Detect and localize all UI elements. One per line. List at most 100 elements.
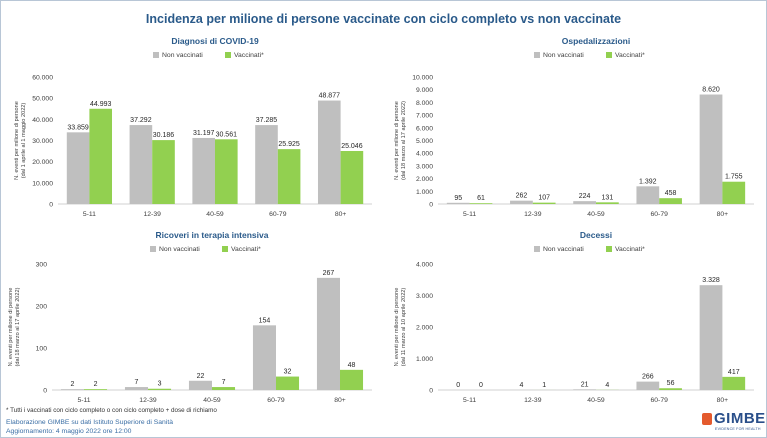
legend-swatch [225, 52, 231, 58]
bar [659, 388, 682, 390]
legend-swatch [222, 246, 228, 252]
bar-value-label: 3.328 [702, 277, 720, 284]
legend-label: Vaccinati* [615, 52, 645, 59]
bar-value-label: 21 [581, 381, 589, 388]
legend-swatch [534, 246, 540, 252]
y-axis-title-line2: (dal 11 marzo al 10 aprile 2022) [401, 288, 407, 367]
y-axis-title-line1: N. eventi per milione di persone [14, 101, 20, 180]
bar-value-label: 25.925 [278, 141, 300, 148]
bar-value-label: 1 [542, 382, 546, 389]
x-tick-label: 40-59 [206, 211, 224, 218]
y-tick-label: 40.000 [32, 117, 53, 124]
bar [215, 139, 238, 204]
bar-value-label: 3 [158, 381, 162, 388]
y-tick-label: 1.000 [416, 356, 433, 363]
legend-swatch [606, 246, 612, 252]
y-tick-label: 300 [36, 262, 48, 269]
y-tick-label: 20.000 [32, 159, 53, 166]
y-tick-label: 0 [429, 202, 433, 209]
legend-swatch [153, 52, 159, 58]
y-tick-label: 10.000 [32, 180, 53, 187]
bar-value-label: 262 [516, 193, 528, 200]
bar-value-label: 32 [284, 369, 292, 376]
bar [277, 149, 301, 204]
y-axis-title: N. eventi per milione di persone (dal 1 a… [14, 101, 27, 180]
bar [152, 140, 175, 204]
logo-word: GIMBE [714, 410, 766, 427]
bar-value-label: 0 [456, 382, 460, 389]
x-tick-label: 60-79 [651, 211, 669, 218]
bar [255, 125, 278, 204]
y-tick-label: 3.000 [416, 293, 433, 300]
bar-value-label: 48 [348, 362, 356, 369]
legend-swatch [150, 246, 156, 252]
bar-value-label: 0 [479, 382, 483, 389]
logo-mark-icon [702, 413, 712, 425]
x-tick-label: 5-11 [83, 211, 96, 218]
panel-title: Decessi [580, 230, 612, 240]
x-tick-label: 60-79 [267, 397, 285, 404]
bar-value-label: 2 [71, 381, 75, 388]
bar [60, 389, 84, 390]
x-tick-label: 80+ [717, 211, 729, 218]
x-tick-label: 5-11 [463, 211, 476, 218]
bar [573, 201, 596, 204]
bar-value-label: 8.620 [702, 87, 720, 94]
bar-value-label: 224 [579, 193, 591, 200]
legend-swatch [534, 52, 540, 58]
bar-value-label: 1.755 [725, 174, 743, 181]
bar [66, 132, 90, 204]
bar-value-label: 61 [477, 195, 485, 202]
x-tick-label: 80+ [334, 397, 346, 404]
bar-value-label: 1.392 [639, 178, 657, 185]
y-tick-label: 4.000 [416, 262, 433, 269]
y-tick-label: 1.000 [416, 189, 433, 196]
y-tick-label: 0 [49, 202, 53, 209]
y-tick-label: 9.000 [416, 87, 433, 94]
bar [340, 150, 364, 204]
bar-value-label: 7 [135, 379, 139, 386]
bar-value-label: 417 [728, 369, 740, 376]
bar [659, 198, 682, 204]
x-tick-label: 12-39 [139, 397, 157, 404]
bar [84, 389, 108, 390]
y-tick-label: 60.000 [32, 75, 53, 82]
bar [636, 381, 660, 390]
bar [252, 325, 276, 390]
bar-value-label: 107 [538, 195, 550, 202]
legend-label: Vaccinati* [234, 52, 264, 59]
y-axis-title-line1: N. eventi per milione di persone [394, 288, 400, 367]
bar [276, 376, 300, 390]
bar-value-label: 30.186 [153, 132, 175, 139]
bar-value-label: 7 [222, 379, 226, 386]
y-axis-title-line2: (dal 18 marzo al 17 aprile 2022) [15, 287, 21, 366]
bar [148, 388, 172, 390]
bar-value-label: 44.993 [90, 101, 112, 108]
x-tick-label: 60-79 [651, 397, 669, 404]
x-tick-label: 40-59 [587, 211, 605, 218]
legend-label: Vaccinati* [231, 246, 261, 253]
legend-label: Non vaccinati [543, 52, 584, 59]
bar [532, 202, 556, 204]
y-tick-label: 6.000 [416, 125, 433, 132]
x-tick-label: 12-39 [144, 211, 162, 218]
bar-value-label: 2 [94, 381, 98, 388]
y-tick-label: 2.000 [416, 176, 433, 183]
bar [316, 277, 340, 390]
bar-value-label: 56 [667, 380, 675, 387]
y-axis-title-line1: N. eventi per milione di persone [394, 101, 400, 180]
bar [573, 389, 596, 390]
y-axis-title-line2: (dal 1 aprile al 1 maggio 2022) [21, 103, 27, 179]
bar-value-label: 48.877 [319, 93, 341, 100]
panel-title: Ospedalizzazioni [562, 36, 631, 46]
gimbe-logo: GIMBE EVIDENCE FOR HEALTH [700, 410, 765, 434]
legend-swatch [606, 52, 612, 58]
bar-value-label: 37.285 [256, 117, 278, 124]
bar-value-label: 4 [519, 382, 523, 389]
legend-label: Non vaccinati [162, 52, 203, 59]
y-tick-label: 10.000 [412, 75, 433, 82]
chart-ospedalizzazioni: Ospedalizzazioni Non vaccinati Vaccinati* 0… [394, 36, 754, 218]
chart-terapia-intensiva: Ricoveri in terapia intensiva Non vaccina… [8, 230, 372, 404]
chart-diagnosi: Diagnosi di COVID-19 Non vaccinati Vaccina… [14, 36, 372, 218]
bar-value-label: 31.197 [193, 130, 215, 137]
